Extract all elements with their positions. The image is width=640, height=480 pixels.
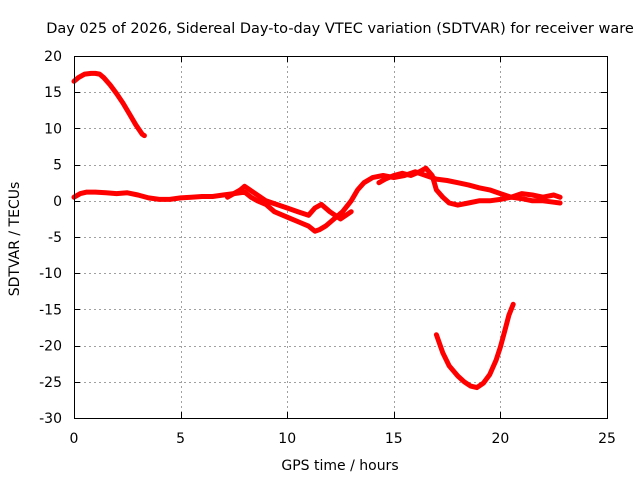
y-tick-label: -5 (48, 230, 62, 246)
series-layer (71, 70, 563, 391)
series-line-segment-2 (71, 169, 563, 234)
y-tick-label: 20 (44, 49, 62, 65)
x-tick-label: 20 (491, 431, 509, 447)
series-line-segment-1 (71, 70, 147, 139)
ticks (74, 56, 608, 419)
chart-title: Day 025 of 2026, Sidereal Day-to-day VTE… (46, 21, 634, 37)
y-tick-label: -15 (39, 302, 62, 318)
y-tick-label: 15 (44, 85, 62, 101)
y-tick-label: 5 (53, 158, 62, 174)
series-line-segment-3 (225, 183, 354, 222)
y-tick-label: 0 (53, 194, 62, 210)
x-axis-label: GPS time / hours (281, 458, 398, 474)
x-tick-label: 25 (598, 431, 616, 447)
y-tick-label: -30 (39, 411, 62, 427)
y-tick-label: -25 (39, 375, 62, 391)
series-line-segment-5 (433, 301, 516, 391)
y-tick-label: -20 (39, 339, 62, 355)
x-tick-label: 5 (176, 431, 185, 447)
tick-labels: 0 5 10 15 20 25 -30 -25 -20 -15 -10 -5 0 5 10 15 20 (39, 49, 616, 447)
grid (74, 56, 607, 418)
series-line-segment-4 (376, 165, 563, 208)
x-tick-label: 15 (385, 431, 403, 447)
y-tick-label: -10 (39, 266, 62, 282)
x-tick-label: 10 (278, 431, 296, 447)
y-tick-label: 10 (44, 121, 62, 137)
x-tick-label: 0 (70, 431, 79, 447)
y-axis-label: SDTVAR / TECUs (7, 182, 23, 297)
